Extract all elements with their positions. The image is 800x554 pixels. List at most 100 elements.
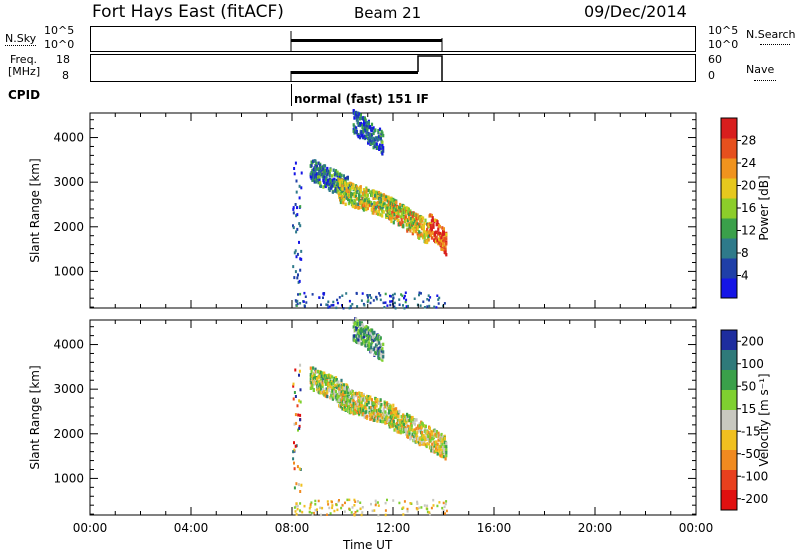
power-colorbar-label: Power [dB] — [757, 175, 771, 240]
velocity-echo-cell — [359, 394, 362, 398]
power-echo-cell — [336, 170, 339, 174]
velocity-echo-cell — [369, 331, 372, 335]
power-echo-cell — [365, 186, 368, 190]
power-echo-cell — [342, 200, 345, 205]
power-echo-cell — [335, 178, 338, 183]
power-echo-cell — [331, 178, 334, 182]
power-echo-cell — [340, 173, 343, 178]
velocity-echo-cell — [445, 450, 448, 455]
power-near-range-cell — [405, 305, 408, 308]
velocity-near-range-cell — [314, 499, 317, 503]
velocity-echo-cell — [409, 415, 412, 420]
power-near-range-cell — [428, 299, 430, 302]
power-echo-cell — [445, 233, 448, 237]
velocity-near-range-cell — [327, 503, 330, 506]
velocity-echo-cell — [378, 346, 382, 350]
power-echo-cell — [384, 204, 387, 209]
velocity-echo-cell — [361, 323, 364, 327]
power-echo-cell — [324, 169, 327, 173]
power-echo-cell — [445, 237, 448, 241]
power-speckle-cell — [298, 184, 301, 188]
power-near-range-cell — [328, 305, 331, 308]
velocity-echo-cell — [379, 405, 382, 409]
velocity-echo-cell — [343, 405, 346, 409]
velocity-echo-cell — [378, 417, 381, 421]
velocity-echo-cell — [363, 396, 366, 401]
power-near-range-cell — [428, 304, 431, 308]
velocity-echo-cell — [398, 430, 401, 434]
power-echo-cell — [338, 195, 341, 199]
power-near-range-cell — [435, 306, 438, 309]
power-near-range-cell — [382, 301, 385, 305]
power-near-range-cell — [391, 300, 393, 303]
velocity-speckle-cell — [297, 428, 299, 432]
power-echo-cell — [378, 127, 382, 131]
velocity-echo-cell — [356, 404, 359, 408]
velocity-colorbar-segment — [721, 470, 737, 491]
velocity-near-range-cell — [402, 513, 405, 516]
velocity-near-range-cell — [392, 499, 395, 502]
power-echo-cell — [337, 183, 340, 187]
velocity-near-range-cell — [301, 510, 304, 514]
velocity-echo-cell — [381, 347, 384, 351]
velocity-echo-cell — [406, 414, 409, 418]
velocity-echo-cell — [420, 425, 424, 429]
velocity-speckle-cell — [292, 450, 295, 454]
velocity-speckle-cell — [294, 368, 297, 372]
power-speckle-cell — [293, 167, 296, 170]
velocity-echo-cell — [351, 390, 354, 394]
velocity-echo-cell — [316, 369, 319, 374]
velocity-echo-cell — [364, 344, 367, 348]
velocity-echo-cell — [358, 404, 361, 409]
velocity-speckle-cell — [295, 482, 298, 486]
power-echo-cell — [397, 214, 400, 218]
power-echo-cell — [430, 219, 433, 223]
velocity-near-range-cell — [348, 508, 351, 511]
velocity-near-range-cell — [346, 498, 349, 502]
velocity-near-range-cell — [295, 502, 298, 505]
power-echo-cell — [358, 192, 361, 196]
velocity-echo-cell — [376, 398, 379, 402]
velocity-echo-cell — [354, 407, 357, 412]
power-echo-cell — [360, 134, 363, 138]
power-echo-cell — [388, 208, 391, 212]
velocity-echo-cell — [321, 371, 324, 375]
velocity-near-range-cell — [371, 509, 374, 513]
power-echo-cell — [422, 236, 425, 240]
velocity-echo-cell — [356, 319, 359, 323]
velocity-echo-cell — [320, 374, 323, 378]
power-echo-cell — [364, 197, 367, 202]
power-near-range-cell — [407, 304, 409, 308]
power-echo-cell — [392, 206, 395, 210]
power-echo-cell — [441, 247, 444, 251]
power-near-range-cell — [327, 300, 330, 303]
power-echo-cell — [427, 230, 430, 234]
power-echo-cell — [367, 120, 370, 125]
velocity-near-range-cell — [331, 500, 333, 504]
power-echo-cell — [362, 208, 365, 212]
velocity-echo-cell — [405, 429, 408, 434]
power-near-range-cell — [370, 296, 373, 299]
velocity-echo-cell — [409, 425, 412, 429]
velocity-speckle-cell — [299, 490, 302, 493]
velocity-echo-cell — [388, 411, 391, 415]
power-echo-cell — [370, 122, 374, 127]
velocity-colorbar-segment — [721, 330, 737, 351]
velocity-echo-cell — [359, 407, 362, 411]
power-echo-cell — [442, 243, 445, 247]
velocity-echo-cell — [362, 325, 365, 329]
velocity-echo-cell — [404, 426, 407, 430]
velocity-echo-cell — [359, 324, 362, 328]
nsearch-tick-low: 10^0 — [708, 38, 739, 51]
velocity-echo-cell — [395, 410, 398, 414]
power-echo-cell — [417, 225, 420, 229]
power-echo-cell — [338, 174, 342, 178]
power-echo-cell — [404, 215, 407, 219]
velocity-echo-cell — [335, 378, 338, 382]
power-near-range-cell — [303, 305, 306, 308]
power-echo-cell — [407, 212, 410, 217]
power-echo-cell — [359, 185, 362, 189]
power-echo-cell — [391, 198, 395, 203]
velocity-colorbar-segment — [721, 450, 737, 471]
velocity-echo-cell — [312, 376, 315, 381]
